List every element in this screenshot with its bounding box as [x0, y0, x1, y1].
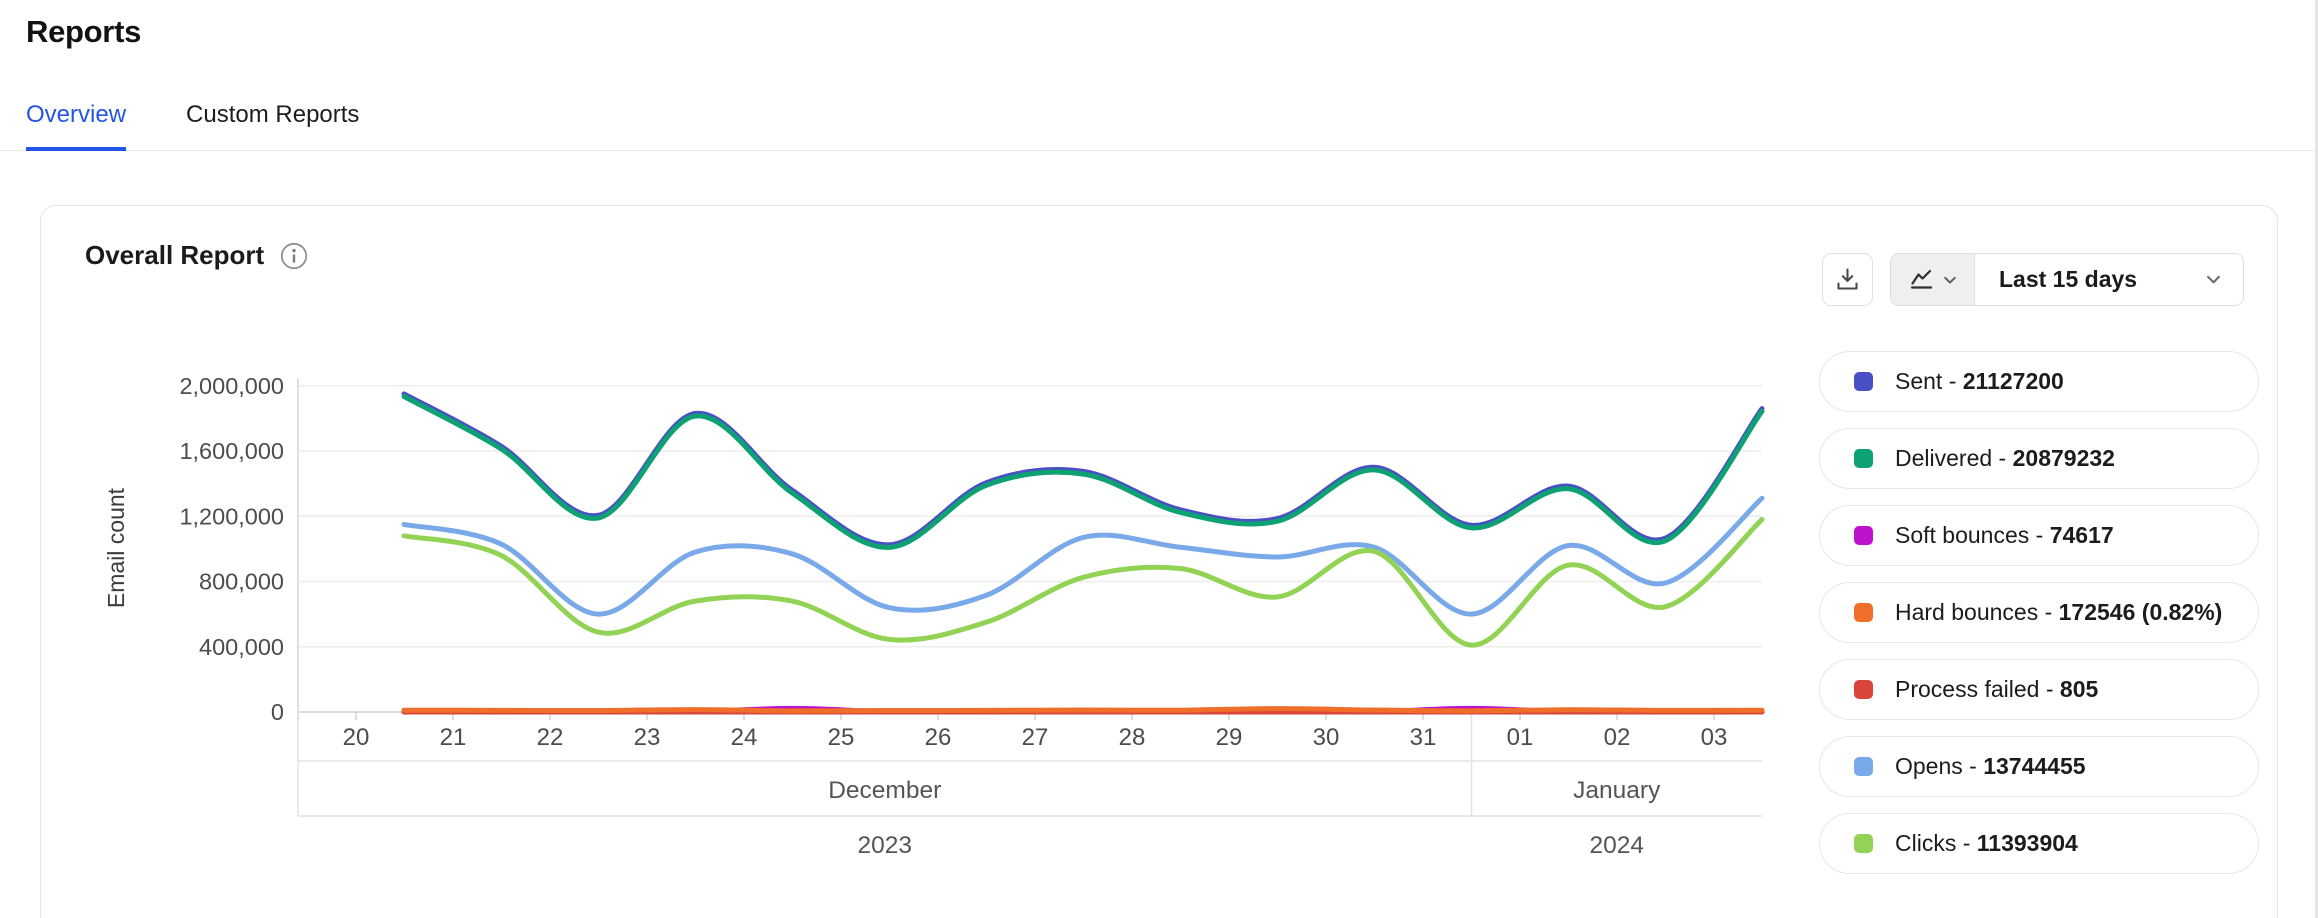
svg-text:400,000: 400,000	[199, 634, 284, 660]
process-failed-swatch	[1854, 680, 1873, 699]
series-line-clicks[interactable]	[401, 517, 1765, 648]
chart-toolbar: Last 15 days	[1822, 253, 2244, 306]
svg-text:800,000: 800,000	[199, 569, 284, 595]
card-title: Overall Report	[85, 240, 265, 270]
hard-bounces-swatch	[1854, 603, 1873, 622]
tab-bar: Overview Custom Reports	[0, 99, 2318, 151]
svg-text:03: 03	[1701, 724, 1728, 751]
date-range-value: Last 15 days	[1999, 266, 2138, 292]
clicks-swatch	[1854, 834, 1873, 853]
tab-overview[interactable]: Overview	[26, 99, 127, 151]
chevron-down-icon	[2204, 270, 2223, 289]
svg-text:0: 0	[271, 699, 284, 725]
window-right-edge	[2315, 0, 2318, 918]
svg-text:02: 02	[1604, 724, 1631, 751]
legend-item-clicks[interactable]: Clicks - 11393904	[1819, 813, 2259, 874]
chevron-down-icon	[1942, 272, 1958, 288]
legend-item-opens[interactable]: Opens - 13744455	[1819, 736, 2259, 797]
svg-text:26: 26	[925, 724, 952, 751]
svg-text:28: 28	[1119, 724, 1146, 751]
opens-swatch	[1854, 757, 1873, 776]
series-line-sent[interactable]	[401, 391, 1765, 548]
svg-text:25: 25	[828, 724, 855, 751]
svg-text:30: 30	[1313, 724, 1340, 751]
legend-item-process-failed[interactable]: Process failed - 805	[1819, 659, 2259, 720]
legend-item-hard-bounces[interactable]: Hard bounces - 172546 (0.82%)	[1819, 582, 2259, 643]
svg-text:23: 23	[634, 724, 661, 751]
info-icon[interactable]	[280, 242, 308, 270]
svg-text:1,200,000: 1,200,000	[179, 503, 284, 529]
series-line-hard-bounces[interactable]	[401, 706, 1765, 714]
tab-custom-reports[interactable]: Custom Reports	[186, 101, 360, 128]
svg-text:29: 29	[1216, 724, 1243, 751]
chart-controls-group: Last 15 days	[1890, 253, 2244, 306]
legend-item-delivered[interactable]: Delivered - 20879232	[1819, 428, 2259, 489]
date-range-dropdown[interactable]: Last 15 days	[1975, 254, 2243, 305]
overall-report-card: Overall Report	[40, 205, 2278, 918]
page-title: Reports	[26, 14, 142, 49]
svg-text:Email count: Email count	[103, 487, 129, 608]
svg-text:01: 01	[1507, 724, 1534, 751]
chart-type-dropdown[interactable]	[1891, 254, 1975, 305]
svg-text:27: 27	[1022, 724, 1049, 751]
download-icon	[1834, 266, 1861, 293]
svg-text:2023: 2023	[857, 832, 912, 859]
delivered-swatch	[1854, 449, 1873, 468]
soft-bounces-swatch	[1854, 526, 1873, 545]
sent-swatch	[1854, 372, 1873, 391]
download-button[interactable]	[1822, 253, 1873, 306]
legend-item-soft-bounces[interactable]: Soft bounces - 74617	[1819, 505, 2259, 566]
card-title-row: Overall Report	[85, 240, 308, 271]
svg-text:1,600,000: 1,600,000	[179, 438, 284, 464]
svg-text:21: 21	[440, 724, 467, 751]
line-chart-icon	[1908, 266, 1935, 293]
svg-text:20: 20	[343, 724, 370, 751]
series-line-opens[interactable]	[401, 495, 1765, 617]
svg-text:December: December	[828, 777, 941, 804]
svg-text:2,000,000: 2,000,000	[179, 373, 284, 399]
series-line-delivered[interactable]	[401, 394, 1765, 550]
svg-text:22: 22	[537, 724, 564, 751]
svg-text:2024: 2024	[1589, 832, 1644, 859]
legend-item-sent[interactable]: Sent - 21127200	[1819, 351, 2259, 412]
svg-text:31: 31	[1410, 724, 1437, 751]
svg-text:24: 24	[731, 724, 758, 751]
svg-text:January: January	[1573, 777, 1661, 804]
